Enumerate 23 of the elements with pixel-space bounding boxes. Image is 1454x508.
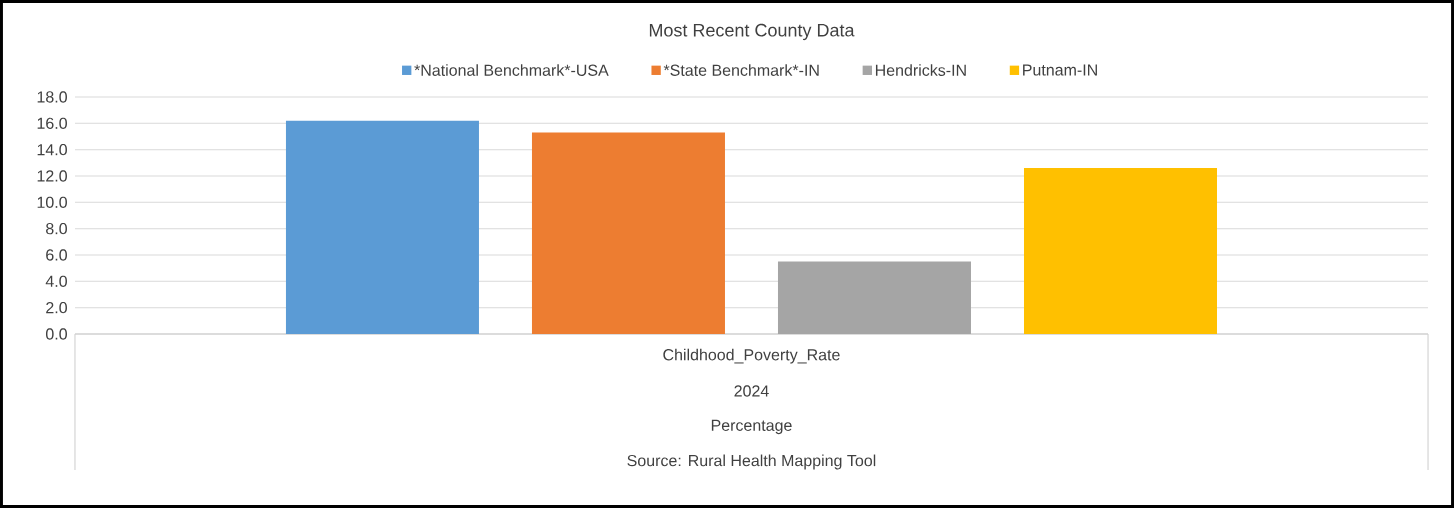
y-tick-label: 8.0: [46, 223, 67, 235]
y-tick-label: 12.0: [37, 170, 67, 182]
y-tick-label: 6.0: [46, 249, 67, 261]
y-tick-label: 14.0: [37, 144, 67, 156]
bar: [777, 261, 971, 334]
bar: [1023, 168, 1217, 334]
y-tick-label: 16.0: [37, 117, 67, 129]
source-note: Source: Rural Health Mapping Tool: [627, 454, 876, 470]
legend-label: Putnam-IN: [1023, 64, 1097, 76]
y-tick-label: 18.0: [37, 91, 67, 103]
y-tick-label: 2.0: [46, 302, 67, 314]
chart-title: Most Recent County Data: [649, 23, 855, 41]
x-tick-label: Childhood_Poverty_Rate: [663, 348, 840, 364]
y-tick-label: 4.0: [45, 275, 67, 287]
y-tick-label: 10.0: [37, 196, 67, 208]
legend-label: Hendricks-IN: [875, 64, 966, 76]
text: Percentage: [711, 419, 792, 435]
text: 2024: [734, 385, 769, 397]
legend-label: *National Benchmark*-USA: [414, 64, 609, 76]
bar: [285, 120, 479, 334]
y-tick-label: 0.0: [45, 328, 67, 340]
bar: [531, 132, 725, 334]
legend-label: *State Benchmark*-IN: [663, 64, 819, 76]
